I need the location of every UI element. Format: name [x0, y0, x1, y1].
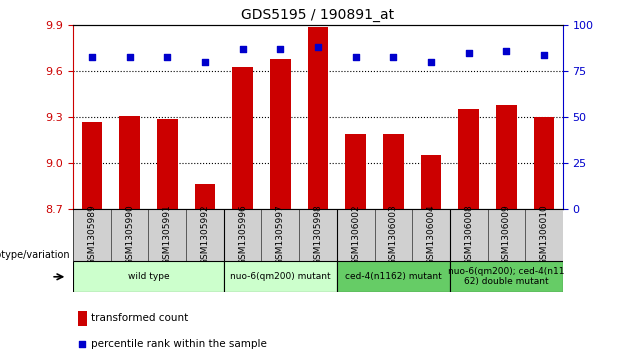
- Bar: [224, 261, 337, 292]
- Title: GDS5195 / 190891_at: GDS5195 / 190891_at: [242, 8, 394, 22]
- Bar: [337, 261, 450, 292]
- Point: [275, 46, 286, 52]
- Bar: [81, 122, 102, 209]
- Point: [313, 45, 323, 50]
- Bar: [73, 261, 224, 292]
- Bar: [232, 67, 253, 209]
- Point: [388, 54, 398, 60]
- Text: GSM1305997: GSM1305997: [276, 205, 285, 265]
- Point: [350, 54, 361, 60]
- Point: [464, 50, 474, 56]
- Bar: [420, 155, 441, 209]
- Text: GSM1306008: GSM1306008: [464, 205, 473, 265]
- Text: GSM1305998: GSM1305998: [314, 205, 322, 265]
- Text: GSM1306009: GSM1306009: [502, 205, 511, 265]
- Point: [162, 54, 172, 60]
- Text: GSM1306003: GSM1306003: [389, 205, 398, 265]
- Bar: [383, 134, 404, 209]
- Text: GSM1305990: GSM1305990: [125, 205, 134, 265]
- Text: percentile rank within the sample: percentile rank within the sample: [91, 339, 267, 349]
- Point: [87, 54, 97, 60]
- Point: [78, 341, 88, 347]
- Bar: [345, 134, 366, 209]
- Bar: [78, 310, 87, 326]
- Point: [238, 46, 248, 52]
- Bar: [450, 261, 563, 292]
- Point: [200, 59, 210, 65]
- Bar: [270, 59, 291, 209]
- Text: ced-4(n1162) mutant: ced-4(n1162) mutant: [345, 272, 442, 281]
- Text: transformed count: transformed count: [91, 313, 188, 323]
- Bar: [534, 117, 555, 209]
- Bar: [157, 119, 177, 209]
- Point: [426, 59, 436, 65]
- Text: GSM1305992: GSM1305992: [200, 205, 209, 265]
- Bar: [195, 184, 216, 209]
- Text: GSM1305996: GSM1305996: [238, 205, 247, 265]
- Point: [501, 48, 511, 54]
- Bar: [308, 27, 328, 209]
- Bar: [459, 109, 479, 209]
- Text: GSM1306010: GSM1306010: [539, 205, 548, 265]
- Text: nuo-6(qm200) mutant: nuo-6(qm200) mutant: [230, 272, 331, 281]
- Text: genotype/variation: genotype/variation: [0, 249, 70, 260]
- Point: [539, 52, 549, 58]
- Text: GSM1306004: GSM1306004: [427, 205, 436, 265]
- Text: nuo-6(qm200); ced-4(n11
62) double mutant: nuo-6(qm200); ced-4(n11 62) double mutan…: [448, 267, 565, 286]
- Text: GSM1305991: GSM1305991: [163, 205, 172, 265]
- Text: wild type: wild type: [128, 272, 169, 281]
- Bar: [496, 105, 516, 209]
- Text: GSM1306002: GSM1306002: [351, 205, 360, 265]
- Bar: [120, 115, 140, 209]
- Point: [125, 54, 135, 60]
- Text: GSM1305989: GSM1305989: [88, 205, 97, 265]
